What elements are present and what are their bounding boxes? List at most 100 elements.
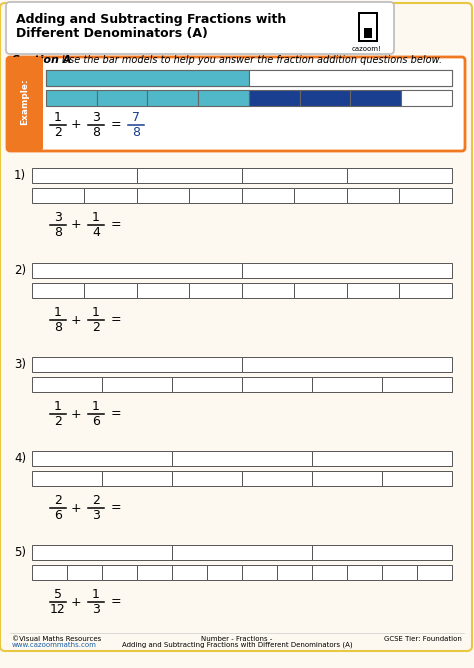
Bar xyxy=(347,565,382,580)
Bar xyxy=(207,565,242,580)
Bar xyxy=(32,168,137,183)
Bar xyxy=(172,565,207,580)
Bar xyxy=(172,471,242,486)
Bar xyxy=(400,283,452,298)
Bar xyxy=(249,70,452,86)
Text: ©Visual Maths Resources: ©Visual Maths Resources xyxy=(12,636,101,642)
Text: 8: 8 xyxy=(54,321,62,334)
Bar xyxy=(294,188,347,203)
Text: 2: 2 xyxy=(92,494,100,507)
Bar xyxy=(137,188,190,203)
Text: =: = xyxy=(111,313,121,327)
Bar xyxy=(190,283,242,298)
Bar xyxy=(32,545,172,560)
Text: 6: 6 xyxy=(54,509,62,522)
Text: cazoom!: cazoom! xyxy=(352,46,382,52)
Bar xyxy=(198,90,249,106)
Bar xyxy=(242,168,347,183)
Text: Use the bar models to help you answer the fraction addition questions below.: Use the bar models to help you answer th… xyxy=(62,55,442,65)
Bar xyxy=(32,357,242,372)
Text: +: + xyxy=(71,502,82,514)
Bar xyxy=(350,90,401,106)
Bar xyxy=(84,188,137,203)
Bar xyxy=(137,168,242,183)
Text: 1: 1 xyxy=(54,306,62,319)
Bar xyxy=(32,471,102,486)
Text: 5: 5 xyxy=(54,588,62,601)
Bar xyxy=(172,545,312,560)
Text: 3: 3 xyxy=(92,509,100,522)
Text: +: + xyxy=(71,595,82,609)
Bar xyxy=(242,357,452,372)
Text: =: = xyxy=(111,502,121,514)
Text: GCSE Tier: Foundation: GCSE Tier: Foundation xyxy=(384,636,462,642)
Bar xyxy=(312,451,452,466)
Text: 2: 2 xyxy=(54,415,62,428)
Bar xyxy=(46,70,249,86)
Bar xyxy=(277,565,312,580)
Bar xyxy=(347,283,400,298)
Text: Different Denominators (A): Different Denominators (A) xyxy=(16,27,208,40)
Text: =: = xyxy=(111,407,121,420)
Bar xyxy=(312,545,452,560)
Bar xyxy=(32,188,84,203)
Bar xyxy=(102,377,172,392)
Bar xyxy=(347,168,452,183)
Text: 1: 1 xyxy=(54,111,62,124)
Bar xyxy=(97,90,147,106)
Bar xyxy=(46,90,97,106)
FancyBboxPatch shape xyxy=(7,57,465,151)
Text: 1: 1 xyxy=(92,400,100,413)
Bar xyxy=(294,283,347,298)
Bar xyxy=(312,565,347,580)
Text: www.cazoommaths.com: www.cazoommaths.com xyxy=(12,642,97,648)
Text: 3: 3 xyxy=(92,111,100,124)
Bar xyxy=(172,377,242,392)
Bar xyxy=(67,565,102,580)
Text: =: = xyxy=(111,218,121,232)
Bar xyxy=(32,283,84,298)
Bar xyxy=(400,188,452,203)
FancyBboxPatch shape xyxy=(0,3,472,651)
Text: 1: 1 xyxy=(92,211,100,224)
Text: 5): 5) xyxy=(14,546,26,559)
Text: 1: 1 xyxy=(54,400,62,413)
Bar xyxy=(417,565,452,580)
Bar xyxy=(249,90,300,106)
Text: +: + xyxy=(71,118,82,132)
Bar xyxy=(347,188,400,203)
Text: 7: 7 xyxy=(132,111,140,124)
Text: 6: 6 xyxy=(92,415,100,428)
Text: +: + xyxy=(71,313,82,327)
Bar xyxy=(382,471,452,486)
Bar xyxy=(242,188,294,203)
Text: 8: 8 xyxy=(132,126,140,139)
Text: 2: 2 xyxy=(92,321,100,334)
Bar xyxy=(242,471,312,486)
Text: 4): 4) xyxy=(14,452,26,465)
Bar xyxy=(84,283,137,298)
Text: Example:: Example: xyxy=(20,79,29,126)
Text: 3): 3) xyxy=(14,358,26,371)
Bar xyxy=(312,471,382,486)
Bar xyxy=(358,12,378,42)
Text: 12: 12 xyxy=(50,603,66,616)
Text: 4: 4 xyxy=(92,226,100,239)
Bar xyxy=(190,188,242,203)
Text: +: + xyxy=(71,218,82,232)
Bar xyxy=(32,263,242,278)
Text: =: = xyxy=(111,118,121,132)
Text: 2): 2) xyxy=(14,264,26,277)
Bar xyxy=(137,565,172,580)
Bar xyxy=(25,60,40,148)
FancyBboxPatch shape xyxy=(6,2,394,54)
Text: +: + xyxy=(71,407,82,420)
Bar xyxy=(46,70,452,86)
Text: 1: 1 xyxy=(92,306,100,319)
Bar xyxy=(147,90,198,106)
Bar xyxy=(364,28,372,38)
Text: 3: 3 xyxy=(54,211,62,224)
Text: =: = xyxy=(111,595,121,609)
Bar xyxy=(360,14,376,40)
Bar xyxy=(242,565,277,580)
